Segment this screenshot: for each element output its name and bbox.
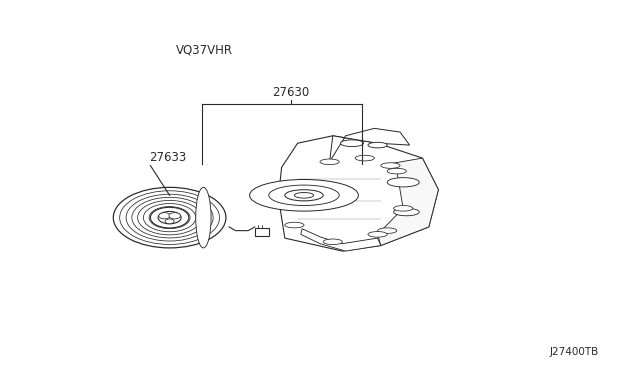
Ellipse shape (159, 213, 170, 219)
Ellipse shape (126, 194, 213, 241)
Text: 27630: 27630 (273, 86, 310, 99)
Ellipse shape (294, 193, 314, 198)
Ellipse shape (149, 206, 190, 229)
Ellipse shape (387, 178, 419, 187)
Polygon shape (301, 229, 381, 251)
Ellipse shape (285, 222, 304, 228)
Text: J27400TB: J27400TB (549, 347, 598, 356)
Ellipse shape (320, 159, 339, 165)
Ellipse shape (120, 191, 220, 244)
Polygon shape (330, 128, 410, 162)
Ellipse shape (394, 205, 413, 211)
Ellipse shape (285, 190, 323, 201)
Ellipse shape (368, 231, 387, 237)
Ellipse shape (378, 228, 397, 234)
Ellipse shape (250, 180, 358, 211)
Ellipse shape (368, 142, 387, 148)
Polygon shape (378, 158, 438, 246)
Ellipse shape (113, 187, 226, 248)
Polygon shape (278, 136, 438, 251)
Ellipse shape (143, 203, 196, 232)
Ellipse shape (340, 140, 364, 147)
Ellipse shape (196, 187, 211, 248)
Ellipse shape (138, 201, 202, 235)
FancyBboxPatch shape (255, 228, 269, 236)
Text: 27633: 27633 (149, 151, 186, 164)
Ellipse shape (132, 197, 207, 238)
Ellipse shape (269, 185, 339, 205)
Ellipse shape (150, 207, 189, 228)
Ellipse shape (381, 163, 400, 168)
Text: VQ37VHR: VQ37VHR (176, 44, 233, 57)
Ellipse shape (165, 219, 174, 224)
Ellipse shape (323, 239, 342, 245)
Ellipse shape (394, 208, 419, 216)
Ellipse shape (355, 155, 374, 161)
Ellipse shape (169, 213, 180, 219)
Ellipse shape (288, 191, 320, 200)
Ellipse shape (158, 211, 181, 224)
Ellipse shape (387, 168, 406, 174)
